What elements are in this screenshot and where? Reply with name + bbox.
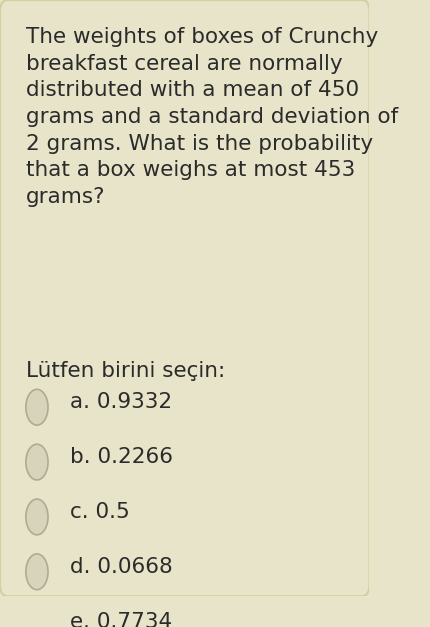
Text: Lütfen birini seçin:: Lütfen birini seçin:: [26, 361, 224, 381]
Circle shape: [26, 444, 48, 480]
FancyBboxPatch shape: [0, 0, 369, 596]
Text: e. 0.7734: e. 0.7734: [70, 612, 172, 627]
Text: a. 0.9332: a. 0.9332: [70, 393, 172, 413]
Circle shape: [26, 499, 48, 535]
Text: b. 0.2266: b. 0.2266: [70, 447, 173, 467]
Text: c. 0.5: c. 0.5: [70, 502, 129, 522]
Text: d. 0.0668: d. 0.0668: [70, 557, 172, 577]
Circle shape: [26, 554, 48, 589]
Circle shape: [26, 389, 48, 425]
Text: The weights of boxes of Crunchy
breakfast cereal are normally
distributed with a: The weights of boxes of Crunchy breakfas…: [26, 27, 397, 207]
Circle shape: [26, 609, 48, 627]
